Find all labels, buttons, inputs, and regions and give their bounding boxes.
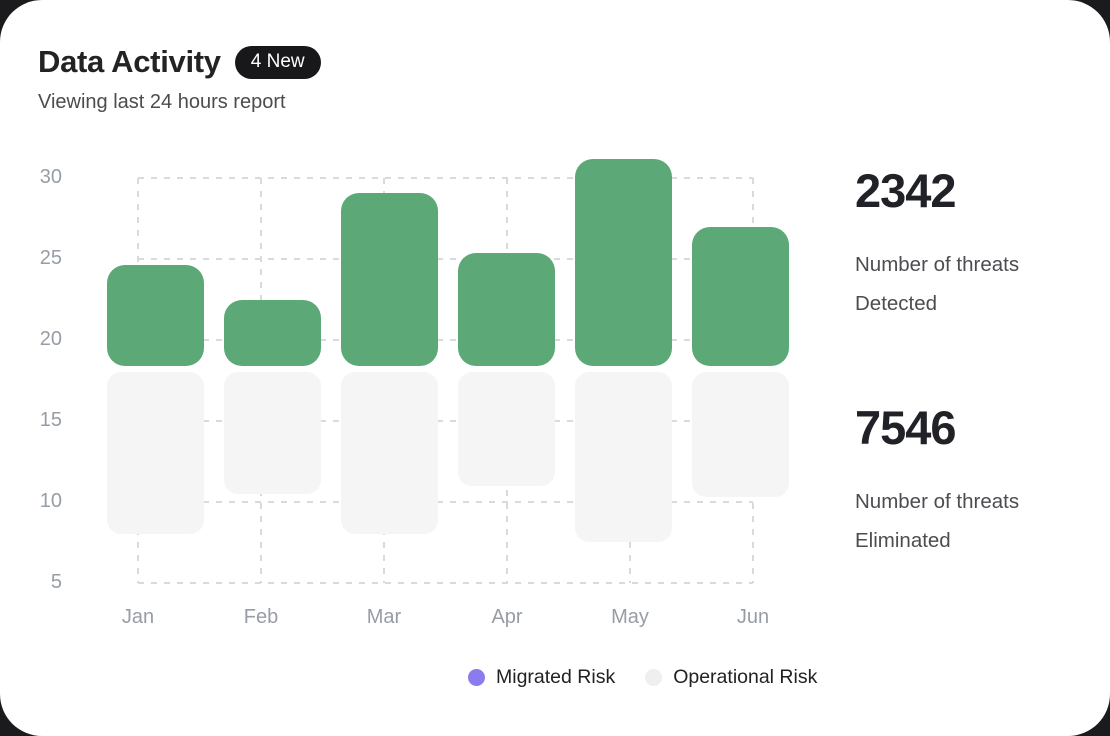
x-axis-label-feb: Feb xyxy=(243,606,279,628)
y-axis-label-30: 30 xyxy=(39,166,62,188)
bar-operational-risk-feb xyxy=(223,372,321,494)
y-axis-label-25: 25 xyxy=(39,247,62,269)
x-axis-label-jan: Jan xyxy=(121,606,155,628)
bar-operational-risk-mar xyxy=(340,372,438,535)
bar-operational-risk-jun xyxy=(691,372,789,498)
y-axis-label-5: 5 xyxy=(50,571,62,593)
threats-eliminated-value: 7546 xyxy=(855,401,957,454)
gridline-horizontal-5 xyxy=(138,582,753,584)
legend-item-migrated-risk[interactable]: Migrated Risk xyxy=(468,666,615,689)
x-axis-label-mar: Mar xyxy=(366,606,402,628)
legend-label: Operational Risk xyxy=(673,666,818,688)
threats-eliminated-label: Number of threats Eliminated xyxy=(855,490,1020,552)
y-axis-label-20: 20 xyxy=(39,328,62,350)
gridline-horizontal-25 xyxy=(138,258,753,260)
report-subtitle: Viewing last 24 hours report xyxy=(38,91,286,113)
y-axis-label-10: 10 xyxy=(39,490,62,512)
page-title: Data Activity xyxy=(38,44,221,79)
report-header: Data Activity 4 New Viewing last 24 hour… xyxy=(38,44,321,114)
gridline-horizontal-10 xyxy=(138,501,753,503)
migrated-risk-dot-icon xyxy=(468,669,485,686)
bar-operational-risk-apr xyxy=(457,372,555,486)
operational-risk-dot-icon xyxy=(645,669,663,686)
gridline-horizontal-20 xyxy=(138,339,753,341)
bar-migrated-risk-may xyxy=(574,158,672,366)
legend-item-operational-risk[interactable]: Operational Risk xyxy=(645,666,817,689)
legend-label: Migrated Risk xyxy=(496,666,616,688)
threats-detected-label: Number of threats Detected xyxy=(855,253,1020,315)
x-axis-label-may: May xyxy=(611,606,649,628)
y-axis-label-15: 15 xyxy=(39,409,62,431)
bar-migrated-risk-jan xyxy=(106,265,204,366)
x-axis-label-apr: Apr xyxy=(491,606,523,628)
chart-legend: Migrated Risk Operational Risk xyxy=(468,666,817,689)
bar-chart: 30 25 20 15 10 5 Jan Feb Mar Apr May Jun xyxy=(39,158,789,628)
bar-migrated-risk-mar xyxy=(340,192,438,366)
stat-threats-detected: 2342 Number of threats Detected xyxy=(855,165,1095,323)
gridline-horizontal-15 xyxy=(138,420,753,422)
bar-operational-risk-may xyxy=(574,372,672,543)
bar-migrated-risk-apr xyxy=(457,252,555,366)
new-count-badge: 4 New xyxy=(234,45,321,79)
bar-migrated-risk-jun xyxy=(691,226,789,366)
gridline-horizontal-30 xyxy=(138,177,753,179)
bar-migrated-risk-feb xyxy=(223,299,321,366)
bar-operational-risk-jan xyxy=(106,372,204,535)
stat-threats-eliminated: 7546 Number of threats Eliminated xyxy=(855,402,1095,560)
threats-detected-value: 2342 xyxy=(855,164,957,217)
x-axis-label-jun: Jun xyxy=(736,606,770,628)
